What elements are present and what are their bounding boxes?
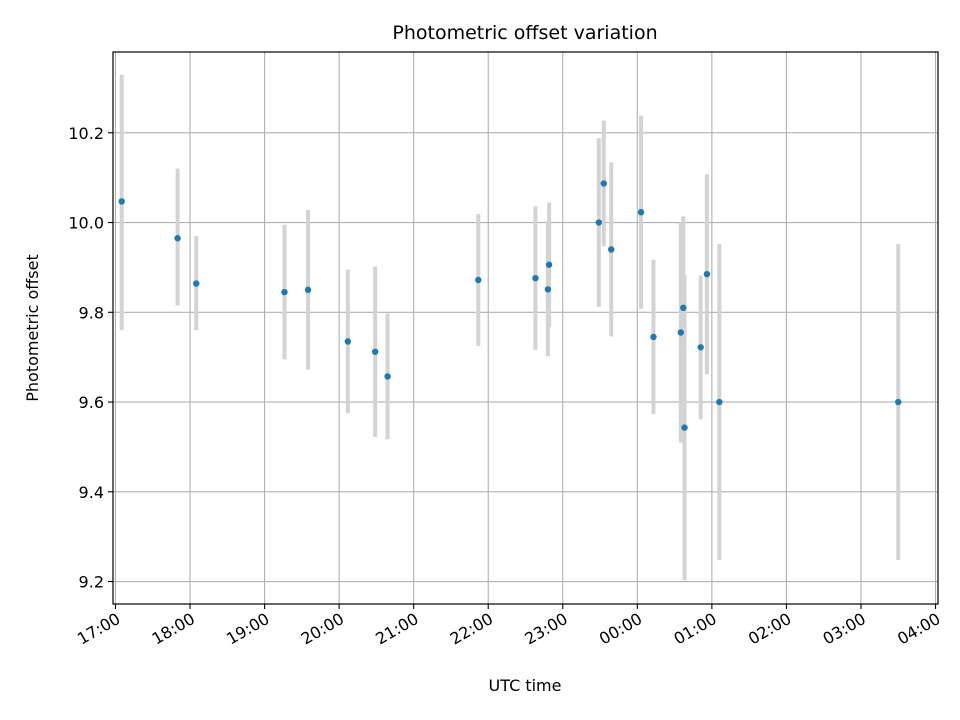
data-point: [677, 329, 685, 336]
y-axis-ticks: 9.2 9.4 9.6 9.8 10.0 10.2: [68, 124, 113, 592]
y-tick-label: 10.2: [68, 124, 104, 143]
data-point: [344, 338, 352, 345]
data-point: [595, 219, 603, 226]
data-point: [895, 398, 902, 406]
data-point: [637, 209, 645, 216]
y-axis-title: Photometric offset: [23, 254, 42, 402]
data-point: [703, 270, 711, 278]
y-tick-label: 9.4: [79, 483, 104, 502]
plot-frame: [112, 51, 939, 605]
data-point: [697, 344, 704, 351]
data-point: [193, 280, 200, 287]
data-point: [544, 286, 552, 293]
y-tick-label: 10.0: [68, 214, 104, 233]
data-points: [118, 180, 902, 431]
data-point: [118, 198, 125, 205]
y-tick-label: 9.6: [79, 393, 104, 412]
data-point: [174, 235, 181, 242]
data-point: [384, 373, 391, 380]
data-point: [371, 348, 379, 355]
data-point: [475, 276, 482, 284]
data-point: [650, 333, 657, 341]
chart-title: Photometric offset variation: [392, 22, 657, 44]
data-point: [281, 288, 288, 296]
data-point: [716, 398, 723, 406]
data-point: [680, 304, 687, 312]
data-point: [681, 424, 688, 431]
grid-lines: [113, 52, 938, 604]
y-tick-label: 9.8: [79, 303, 104, 322]
data-point: [608, 246, 615, 253]
data-point: [532, 274, 539, 282]
data-point: [304, 286, 312, 294]
y-tick-label: 9.2: [79, 573, 104, 592]
x-axis-title: UTC time: [489, 676, 562, 695]
data-point: [600, 180, 607, 187]
data-point: [545, 261, 553, 268]
